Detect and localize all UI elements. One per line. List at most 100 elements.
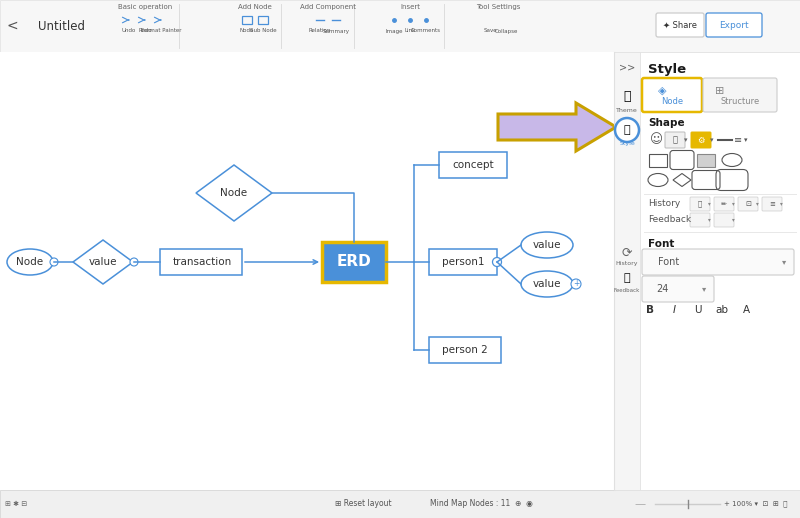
Text: ≡: ≡ (769, 201, 775, 207)
FancyBboxPatch shape (642, 249, 794, 275)
Text: Style: Style (619, 141, 635, 147)
Bar (241, 14, 253, 26)
Bar (139, 14, 151, 26)
Text: +: + (573, 280, 579, 289)
Bar (640, 52, 800, 490)
Bar (0, 52, 614, 490)
Text: Mind Map Nodes : 11  ⊕  ◉: Mind Map Nodes : 11 ⊕ ◉ (430, 499, 533, 509)
Text: 🔧: 🔧 (624, 273, 630, 283)
Bar (322, 242, 386, 282)
Text: Sub Node: Sub Node (250, 28, 276, 34)
Text: Font: Font (658, 257, 679, 267)
Ellipse shape (521, 271, 573, 297)
Bar (649, 153, 667, 166)
Text: History: History (616, 261, 638, 266)
Circle shape (615, 118, 639, 142)
Text: Summary: Summary (322, 28, 350, 34)
FancyBboxPatch shape (642, 78, 702, 112)
Text: person1: person1 (442, 257, 484, 267)
FancyBboxPatch shape (706, 13, 762, 37)
Text: History: History (648, 199, 680, 209)
Text: U: U (694, 305, 702, 315)
Text: ▾: ▾ (684, 137, 688, 143)
Text: value: value (533, 279, 562, 289)
Text: concept: concept (452, 160, 494, 170)
Text: Font: Font (648, 239, 674, 249)
Text: Undo: Undo (122, 28, 136, 34)
Text: person 2: person 2 (442, 345, 488, 355)
Text: ab: ab (715, 305, 729, 315)
Text: Untitled: Untitled (38, 20, 85, 33)
Text: A: A (742, 305, 750, 315)
Text: ▾: ▾ (708, 202, 710, 207)
Text: Feedback: Feedback (648, 215, 691, 224)
Bar (155, 14, 167, 26)
Text: <: < (6, 19, 18, 33)
Polygon shape (73, 240, 133, 284)
Bar (439, 152, 507, 178)
Text: ✏: ✏ (721, 201, 727, 207)
Text: ◈: ◈ (658, 86, 666, 96)
Bar (314, 14, 326, 26)
Text: Insert: Insert (400, 4, 420, 10)
Bar (429, 337, 501, 363)
Text: Add Node: Add Node (238, 4, 272, 10)
Circle shape (571, 279, 581, 289)
Text: ☺: ☺ (650, 134, 662, 147)
Text: ▾: ▾ (782, 257, 786, 266)
Text: Relation: Relation (309, 28, 331, 34)
FancyBboxPatch shape (714, 197, 734, 211)
FancyBboxPatch shape (690, 197, 710, 211)
Text: Structure: Structure (720, 97, 760, 107)
Text: ⚙: ⚙ (698, 136, 705, 145)
Bar (242, 16, 252, 24)
FancyBboxPatch shape (691, 132, 711, 148)
Ellipse shape (521, 232, 573, 258)
Text: Collapse: Collapse (494, 28, 518, 34)
Text: ⊞: ⊞ (715, 86, 725, 96)
Text: —: — (634, 499, 646, 509)
Bar (420, 14, 432, 26)
Text: Style: Style (648, 64, 686, 77)
Text: Export: Export (719, 21, 749, 30)
Bar (0, 0, 800, 52)
Bar (614, 52, 640, 490)
Text: ▾: ▾ (732, 202, 734, 207)
Text: ⊞ Reset layout: ⊞ Reset layout (335, 499, 392, 509)
Text: Format Painter: Format Painter (141, 28, 182, 34)
Bar (500, 14, 512, 26)
FancyBboxPatch shape (738, 197, 758, 211)
Text: ▾: ▾ (744, 137, 748, 143)
Text: ⊞ ✱ ⊟: ⊞ ✱ ⊟ (5, 501, 27, 507)
Text: transaction: transaction (172, 257, 232, 267)
Bar (484, 14, 496, 26)
FancyBboxPatch shape (703, 78, 777, 112)
Text: Shape: Shape (648, 118, 685, 128)
Text: ▾: ▾ (780, 202, 782, 207)
Text: ⟳: ⟳ (622, 247, 632, 260)
Text: ▾: ▾ (756, 202, 758, 207)
FancyBboxPatch shape (762, 197, 782, 211)
Text: Node: Node (17, 257, 43, 267)
Text: Tool Settings: Tool Settings (476, 4, 520, 10)
Text: value: value (533, 240, 562, 250)
Text: ⊡: ⊡ (745, 201, 751, 207)
FancyBboxPatch shape (656, 13, 704, 37)
Text: ✦ Share: ✦ Share (663, 21, 697, 30)
Text: ▾: ▾ (702, 284, 706, 294)
Bar (429, 249, 497, 275)
Bar (160, 249, 242, 275)
Text: Redo: Redo (138, 28, 152, 34)
Circle shape (50, 258, 58, 266)
Bar (0, 490, 800, 518)
Bar (330, 14, 342, 26)
Text: Node: Node (240, 28, 254, 34)
Text: Node: Node (221, 188, 247, 198)
FancyBboxPatch shape (665, 132, 685, 148)
Text: Theme: Theme (616, 108, 638, 112)
FancyBboxPatch shape (714, 213, 734, 227)
FancyBboxPatch shape (642, 276, 714, 302)
Bar (388, 14, 400, 26)
Text: ▾: ▾ (710, 137, 714, 143)
Bar (697, 153, 715, 166)
